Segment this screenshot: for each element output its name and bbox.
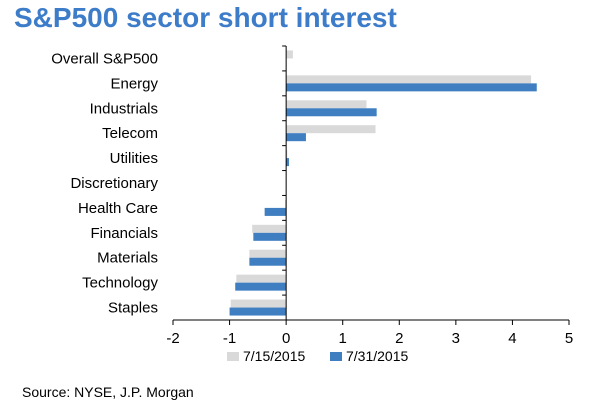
category-label: Health Care <box>78 200 158 217</box>
bar-series-1 <box>286 100 367 109</box>
category-label: Discretionary <box>70 175 158 192</box>
category-label: Utilities <box>110 150 158 167</box>
legend-swatch <box>227 352 239 361</box>
x-tick-labels: -2 -1 0 1 2 3 4 5 <box>166 330 573 347</box>
bar-chart: Overall S&P500 Energy Industrials Telecom Ut… <box>51 45 573 364</box>
bar-series-1 <box>286 75 532 84</box>
bar-series-2 <box>229 307 287 316</box>
axes <box>172 45 570 325</box>
x-tick-label: 2 <box>395 330 403 347</box>
category-label: Financials <box>90 225 158 242</box>
x-tick-label: -2 <box>166 330 179 347</box>
category-labels: Overall S&P500 Energy Industrials Telecom Ut… <box>51 50 158 316</box>
category-label: Energy <box>110 75 158 92</box>
x-tick-label: 0 <box>282 330 290 347</box>
bars-group <box>229 50 537 316</box>
bar-series-1 <box>236 274 287 283</box>
chart-title: S&P500 sector short interest <box>14 2 397 33</box>
category-label: Staples <box>108 300 158 317</box>
category-label: Industrials <box>90 100 158 117</box>
bar-series-2 <box>286 133 306 142</box>
bar-series-1 <box>252 224 287 233</box>
bar-series-2 <box>249 257 287 266</box>
bar-series-2 <box>286 158 289 167</box>
x-tick-label: 4 <box>508 330 516 347</box>
legend-swatch <box>330 352 342 361</box>
bar-series-2 <box>235 282 287 291</box>
bar-series-1 <box>286 125 376 134</box>
bar-series-1 <box>249 249 287 258</box>
category-label: Telecom <box>102 125 158 142</box>
bar-series-2 <box>253 232 287 241</box>
bar-series-1 <box>286 150 288 159</box>
bar-series-1 <box>230 299 287 308</box>
bar-series-2 <box>286 108 377 117</box>
legend: 7/15/2015 7/31/2015 <box>227 348 408 364</box>
legend-label: 7/31/2015 <box>346 348 408 364</box>
x-tick-label: 5 <box>565 330 573 347</box>
x-tick-label: -1 <box>223 330 236 347</box>
bar-series-1 <box>286 50 293 59</box>
legend-label: 7/15/2015 <box>243 348 305 364</box>
source-note: Source: NYSE, J.P. Morgan <box>22 384 194 400</box>
category-label: Technology <box>82 275 158 292</box>
category-label: Materials <box>97 250 158 267</box>
bar-series-1 <box>285 199 287 208</box>
x-tick-label: 1 <box>339 330 347 347</box>
bar-series-2 <box>286 83 537 92</box>
x-tick-label: 3 <box>452 330 460 347</box>
category-label: Overall S&P500 <box>51 50 158 67</box>
bar-series-2 <box>264 207 287 216</box>
